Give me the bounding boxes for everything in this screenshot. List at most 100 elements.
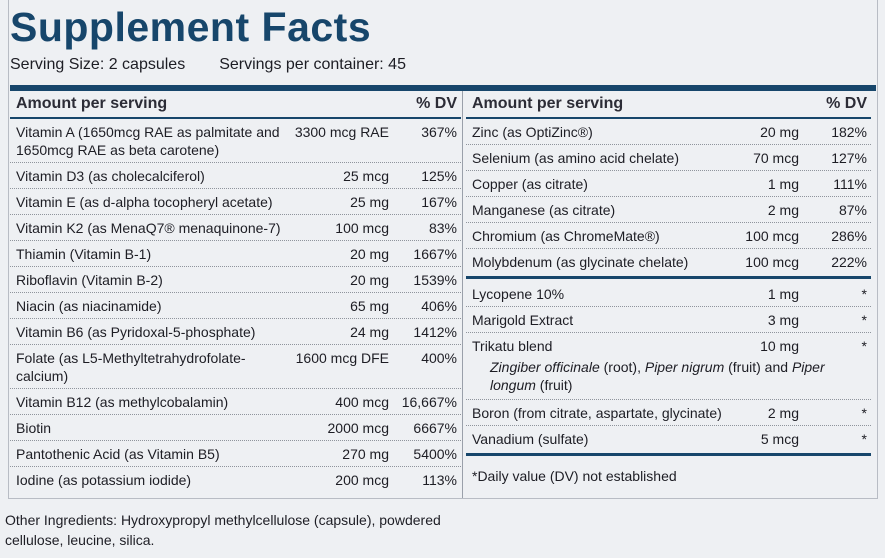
nutrient-name: Biotin (16, 420, 52, 436)
nutrient-name: Trikatu blend (472, 338, 553, 354)
nutrient-amount: 65 mg (350, 298, 389, 314)
nutrient-row: Riboflavin (Vitamin B-2) 20 mg 1539% (10, 267, 461, 293)
nutrient-dv: 222% (831, 254, 867, 270)
footnote: *Daily value (DV) not established (472, 468, 677, 484)
nutrient-amount: 100 mcg (745, 228, 799, 244)
nutrient-amount: 25 mg (350, 194, 389, 210)
nutrient-dv: 5400% (413, 446, 457, 462)
nutrient-description: Zingiber officinale (root), Piper nigrum… (472, 355, 867, 396)
nutrient-row: Pantothenic Acid (as Vitamin B5) 270 mg 54… (10, 441, 461, 467)
nutrient-amount: 70 mcg (753, 150, 799, 166)
nutrient-dv: * (861, 312, 867, 328)
nutrient-name: Riboflavin (Vitamin B-2) (16, 272, 163, 288)
column-header: Amount per serving % DV (10, 91, 461, 119)
header-dv: % DV (416, 95, 457, 112)
nutrient-row: Boron (from citrate, aspartate, glycinat… (466, 400, 871, 426)
description-part: (fruit) and (724, 359, 792, 375)
nutrient-amount: 1 mg (767, 176, 799, 192)
nutrient-amount: 20 mg (350, 272, 389, 288)
nutrient-name: Copper (as citrate) (472, 176, 588, 192)
nutrient-name: Vitamin B6 (as Pyridoxal-5-phosphate) (16, 324, 256, 340)
nutrient-name: Chromium (as ChromeMate®) (472, 228, 660, 244)
nutrient-name: Vitamin B12 (as methylcobalamin) (16, 394, 229, 410)
nutrient-amount: 270 mg (342, 446, 389, 462)
other-ingredients: Other Ingredients: Hydroxypropyl methylc… (5, 512, 441, 548)
nutrient-dv: * (861, 338, 867, 354)
nutrient-dv: 125% (421, 168, 457, 184)
description-part: (root), (599, 359, 645, 375)
nutrient-dv: 111% (833, 176, 867, 192)
nutrient-dv: 406% (421, 298, 457, 314)
nutrient-amount: 20 mg (350, 246, 389, 262)
serving-size: Serving Size: 2 capsules (10, 56, 186, 73)
nutrient-name: Boron (from citrate, aspartate, glycinat… (472, 405, 722, 421)
nutrient-dv: 6667% (413, 420, 457, 436)
header-amount: Amount per serving (472, 95, 624, 112)
nutrient-row: Vitamin A (1650mcg RAE as palmitate and … (10, 119, 461, 163)
nutrient-row: Iodine (as potassium iodide) 200 mcg 113% (10, 467, 461, 492)
nutrient-row: Copper (as citrate) 1 mg 111% (466, 171, 871, 197)
nutrient-amount: 2 mg (767, 405, 799, 421)
label-box (8, 0, 878, 499)
description-part: Piper nigrum (644, 359, 725, 375)
nutrient-amount: 400 mcg (335, 394, 389, 410)
nutrient-name: Lycopene 10% (472, 286, 565, 302)
nutrient-name: Selenium (as amino acid chelate) (472, 150, 679, 166)
nutrient-amount: 5 mcg (760, 431, 799, 447)
nutrient-amount: 1600 mcg DFE (295, 350, 389, 366)
nutrient-row: Lycopene 10% 1 mg * (466, 281, 871, 307)
nutrient-row: Manganese (as citrate) 2 mg 87% (466, 197, 871, 223)
nutrient-row: Marigold Extract 3 mg * (466, 307, 871, 333)
nutrient-name: Vitamin D3 (as cholecalciferol) (16, 168, 205, 184)
nutrient-name: Iodine (as potassium iodide) (16, 472, 192, 488)
nutrient-row: Selenium (as amino acid chelate) 70 mcg 12… (466, 145, 871, 171)
header-bar (10, 85, 876, 91)
nutrient-row: Vitamin B6 (as Pyridoxal-5-phosphate) 24 … (10, 319, 461, 345)
nutrient-amount: 1 mg (767, 286, 799, 302)
nutrient-row: Trikatu blend 10 mg * Zingiber officinale (… (466, 333, 871, 400)
description-part: (fruit) (535, 377, 573, 393)
column-header: Amount per serving % DV (466, 91, 871, 119)
nutrient-row: Folate (as L5-Methyltetrahydrofolate-cal… (10, 345, 461, 389)
nutrient-dv: 16,667% (401, 394, 457, 410)
nutrient-name: Pantothenic Acid (as Vitamin B5) (16, 446, 220, 462)
nutrient-name: Molybdenum (as glycinate chelate) (472, 254, 689, 270)
nutrient-row: Thiamin (Vitamin B-1) 20 mg 1667% (10, 241, 461, 267)
nutrient-dv: 167% (421, 194, 457, 210)
servings-per-container: Servings per container: 45 (219, 56, 406, 73)
header-dv: % DV (826, 95, 867, 112)
nutrient-amount: 200 mcg (335, 472, 389, 488)
nutrient-name: Marigold Extract (472, 312, 574, 328)
description-part: Piper longum (490, 359, 825, 393)
title: Supplement Facts (10, 4, 372, 50)
nutrient-amount: 3300 mcg RAE (294, 124, 389, 140)
nutrient-name: Zinc (as OptiZinc®) (472, 124, 593, 140)
nutrient-dv: 367% (421, 124, 457, 140)
nutrient-group: Zinc (as OptiZinc®) 20 mg 182% Selenium (as… (466, 119, 871, 274)
description-part: Zingiber officinale (490, 359, 600, 375)
nutrient-row: Vitamin B12 (as methylcobalamin) 400 mcg 1… (10, 389, 461, 415)
nutrient-row: Vanadium (sulfate) 5 mcg * (466, 426, 871, 451)
nutrient-row: Vitamin D3 (as cholecalciferol) 25 mcg 125… (10, 163, 461, 189)
nutrient-dv: * (861, 286, 867, 302)
nutrient-dv: * (861, 431, 867, 447)
nutrient-amount: 100 mcg (745, 254, 799, 270)
nutrient-dv: 1539% (413, 272, 457, 288)
nutrient-dv: 400% (421, 350, 457, 366)
nutrient-name: Niacin (as niacinamide) (16, 298, 162, 314)
nutrient-dv: 127% (831, 150, 867, 166)
nutrient-dv: * (861, 405, 867, 421)
nutrient-group: Lycopene 10% 1 mg * Marigold Extract 3 mg * Tr… (466, 281, 871, 451)
nutrient-row: Niacin (as niacinamide) 65 mg 406% (10, 293, 461, 319)
nutrient-name: Vanadium (sulfate) (472, 431, 589, 447)
column-divider (462, 91, 463, 498)
nutrient-dv: 83% (428, 220, 457, 236)
nutrient-row: Vitamin K2 (as MenaQ7® menaquinone-7) 100… (10, 215, 461, 241)
group-separator (466, 276, 871, 279)
nutrient-amount: 20 mg (760, 124, 799, 140)
nutrient-name: Thiamin (Vitamin B-1) (16, 246, 152, 262)
nutrient-name: Vitamin K2 (as MenaQ7® menaquinone-7) (16, 220, 281, 236)
nutrient-row: Zinc (as OptiZinc®) 20 mg 182% (466, 119, 871, 145)
group-separator (466, 453, 871, 456)
